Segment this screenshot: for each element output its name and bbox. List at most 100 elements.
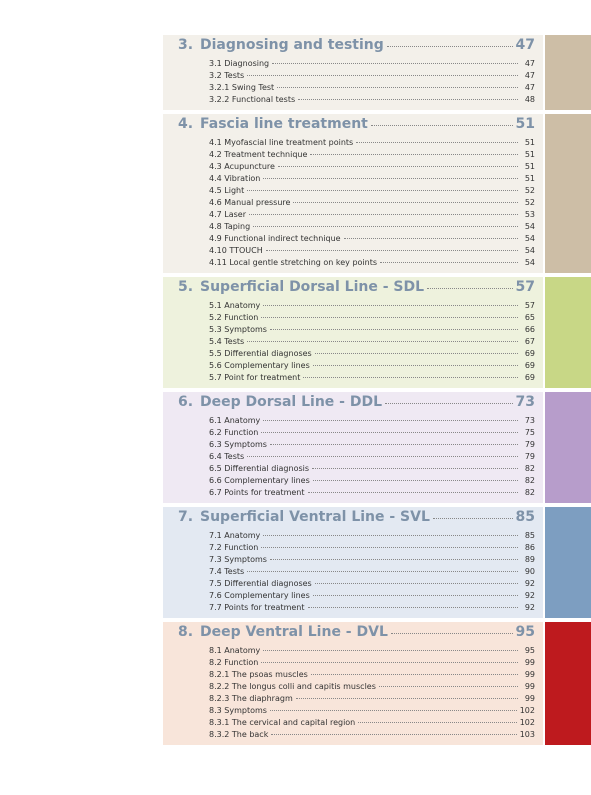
color-tab <box>545 392 591 503</box>
entry-label: 4.5 Light <box>209 186 245 195</box>
toc-entry: 8.2.3 The diaphragm 99 <box>163 693 543 705</box>
table-of-contents: 3. Diagnosing and testing 47 3.1 Diagnosing… <box>163 35 591 749</box>
toc-entry: 4.4 Vibration 51 <box>163 173 543 185</box>
toc-entry: 7.4 Tests 90 <box>163 566 543 578</box>
toc-entry: 5.1 Anatomy 57 <box>163 300 543 312</box>
dot-leader <box>247 190 518 191</box>
page-number: 57 <box>515 279 535 295</box>
toc-entry: 4.3 Acupuncture 51 <box>163 161 543 173</box>
toc-entry: 7.5 Differential diagnoses 92 <box>163 578 543 590</box>
dot-leader <box>312 468 518 469</box>
page-number: 54 <box>524 222 535 231</box>
page-number: 51 <box>524 174 535 183</box>
page-number: 99 <box>524 694 535 703</box>
page-number: 86 <box>524 543 535 552</box>
entry-label: 6.5 Differential diagnosis <box>209 464 310 473</box>
page-number: 102 <box>519 718 535 727</box>
dot-leader <box>247 341 518 342</box>
dot-leader <box>269 710 517 711</box>
page-number: 73 <box>515 394 535 410</box>
toc-entry: 6.5 Differential diagnosis 82 <box>163 463 543 475</box>
page-number: 52 <box>524 198 535 207</box>
toc-entry: 4.1 Myofascial line treatment points 51 <box>163 137 543 149</box>
section-heading: 4. Fascia line treatment 51 <box>163 116 543 137</box>
page-number: 95 <box>524 646 535 655</box>
entry-label: 4.10 TTOUCH <box>209 246 263 255</box>
page-number: 47 <box>524 71 535 80</box>
dot-leader <box>314 583 518 584</box>
entry-label: 4.7 Laser <box>209 210 247 219</box>
toc-entry: 7.3 Symptoms 89 <box>163 554 543 566</box>
entry-label: 7.7 Points for treatment <box>209 603 305 612</box>
dot-leader <box>343 238 518 239</box>
dot-leader <box>272 63 518 64</box>
toc-entry: 5.6 Complementary lines 69 <box>163 360 543 372</box>
toc-entry: 5.7 Point for treatment 69 <box>163 372 543 384</box>
dot-leader <box>310 154 518 155</box>
dot-leader <box>261 547 518 548</box>
toc-entry: 5.4 Tests 67 <box>163 336 543 348</box>
toc-entry: 6.7 Points for treatment 82 <box>163 487 543 499</box>
entry-label: 6.2 Function <box>209 428 259 437</box>
page-number: 47 <box>515 37 535 53</box>
section-title: Superficial Dorsal Line - SDL <box>200 279 425 295</box>
color-tab <box>545 507 591 618</box>
entry-label: 8.2.3 The diaphragm <box>209 694 293 703</box>
section-heading: 5. Superficial Dorsal Line - SDL 57 <box>163 279 543 300</box>
toc-entry: 8.2.1 The psoas muscles 99 <box>163 669 543 681</box>
entry-label: 7.3 Symptoms <box>209 555 267 564</box>
dot-leader <box>261 317 518 318</box>
dot-leader <box>356 142 518 143</box>
dot-leader <box>386 46 513 47</box>
toc-entry: 3.1 Diagnosing 47 <box>163 58 543 70</box>
dot-leader <box>314 353 518 354</box>
page-number: 92 <box>524 591 535 600</box>
toc-entry: 7.6 Complementary lines 92 <box>163 590 543 602</box>
page-number: 103 <box>519 730 535 739</box>
entry-label: 5.7 Point for treatment <box>209 373 301 382</box>
page-number: 99 <box>524 658 535 667</box>
toc-entry: 4.8 Taping 54 <box>163 221 543 233</box>
dot-leader <box>263 650 518 651</box>
page-number: 66 <box>524 325 535 334</box>
page-number: 92 <box>524 579 535 588</box>
toc-entry: 8.1 Anatomy 95 <box>163 645 543 657</box>
entry-label: 4.8 Taping <box>209 222 251 231</box>
toc-entry: 4.10 TTOUCH 54 <box>163 245 543 257</box>
entry-label: 4.3 Acupuncture <box>209 162 275 171</box>
entry-label: 8.3.2 The back <box>209 730 269 739</box>
dot-leader <box>261 662 518 663</box>
dot-leader <box>390 633 513 634</box>
toc-entry: 6.3 Symptoms 79 <box>163 439 543 451</box>
dot-leader <box>310 674 518 675</box>
toc-entry: 7.2 Function 86 <box>163 542 543 554</box>
dot-leader <box>312 595 518 596</box>
dot-leader <box>380 262 518 263</box>
entry-label: 5.3 Symptoms <box>209 325 267 334</box>
dot-leader <box>277 87 518 88</box>
page-number: 79 <box>524 440 535 449</box>
entry-label: 4.9 Functional indirect technique <box>209 234 341 243</box>
dot-leader <box>303 377 518 378</box>
toc-entry: 7.7 Points for treatment 92 <box>163 602 543 614</box>
entry-label: 4.2 Treatment technique <box>209 150 308 159</box>
dot-leader <box>385 403 513 404</box>
entry-label: 6.7 Points for treatment <box>209 488 305 497</box>
dot-leader <box>247 571 518 572</box>
entry-label: 3.2.2 Functional tests <box>209 95 296 104</box>
dot-leader <box>265 250 518 251</box>
entry-label: 7.6 Complementary lines <box>209 591 310 600</box>
dot-leader <box>298 99 518 100</box>
dot-leader <box>263 420 518 421</box>
page-number: 99 <box>524 670 535 679</box>
entry-label: 4.4 Vibration <box>209 174 261 183</box>
dot-leader <box>370 125 513 126</box>
page-number: 79 <box>524 452 535 461</box>
color-tab <box>545 114 591 273</box>
section: 4. Fascia line treatment 51 4.1 Myofascial … <box>163 114 591 273</box>
page-number: 51 <box>524 150 535 159</box>
toc-entry: 7.1 Anatomy 85 <box>163 530 543 542</box>
toc-entry: 4.9 Functional indirect technique 54 <box>163 233 543 245</box>
entry-label: 6.6 Complementary lines <box>209 476 310 485</box>
section-title: Diagnosing and testing <box>200 37 384 53</box>
